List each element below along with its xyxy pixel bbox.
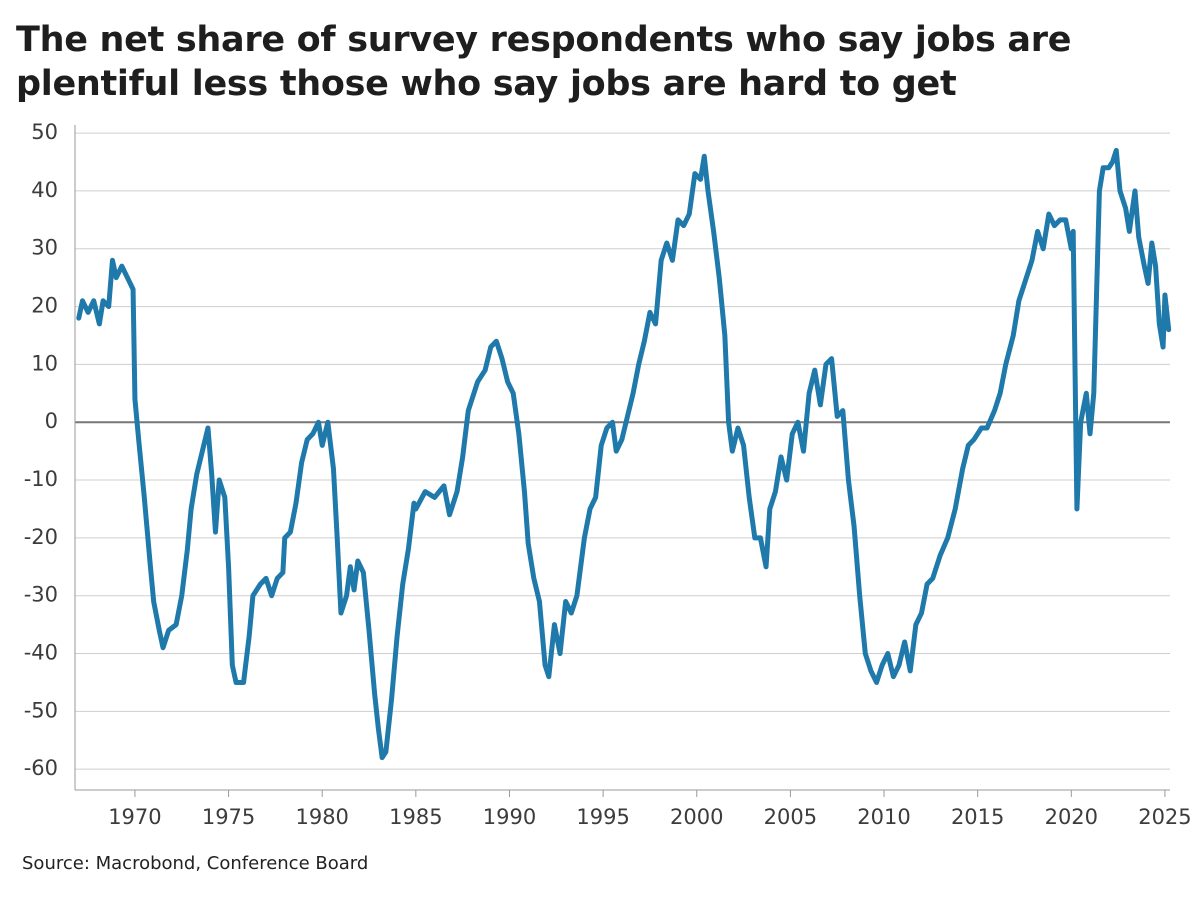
x-tick-label: 2005 — [764, 805, 817, 829]
y-tick-label: 50 — [31, 120, 58, 144]
chart-title: The net share of survey respondents who … — [16, 20, 1072, 104]
y-tick-label: 20 — [31, 294, 58, 318]
source-note: Source: Macrobond, Conference Board — [22, 853, 368, 874]
x-tick-label: 2000 — [670, 805, 723, 829]
y-tick-label: 30 — [31, 236, 58, 260]
y-tick-label: 0 — [45, 409, 58, 433]
x-tick-label: 2010 — [857, 805, 910, 829]
x-tick-label: 1970 — [108, 805, 161, 829]
y-tick-label: -60 — [24, 756, 58, 780]
x-tick-label: 1990 — [483, 805, 536, 829]
x-tick-label: 1995 — [576, 805, 629, 829]
y-tick-label: -20 — [24, 525, 58, 549]
y-tick-label: 10 — [31, 351, 58, 375]
y-tick-label: -30 — [24, 583, 58, 607]
data-line — [76, 147, 1172, 761]
x-tick-label: 2020 — [1045, 805, 1098, 829]
y-tick-label: 40 — [31, 178, 58, 202]
x-tick-label: 1980 — [295, 805, 348, 829]
y-tick-label: -40 — [24, 641, 58, 665]
y-tick-label: -10 — [24, 467, 58, 491]
x-tick-label: 2015 — [951, 805, 1004, 829]
x-tick-label: 1975 — [202, 805, 255, 829]
y-tick-label: -50 — [24, 698, 58, 722]
x-tick-label: 2025 — [1138, 805, 1191, 829]
x-tick-label: 1985 — [389, 805, 442, 829]
